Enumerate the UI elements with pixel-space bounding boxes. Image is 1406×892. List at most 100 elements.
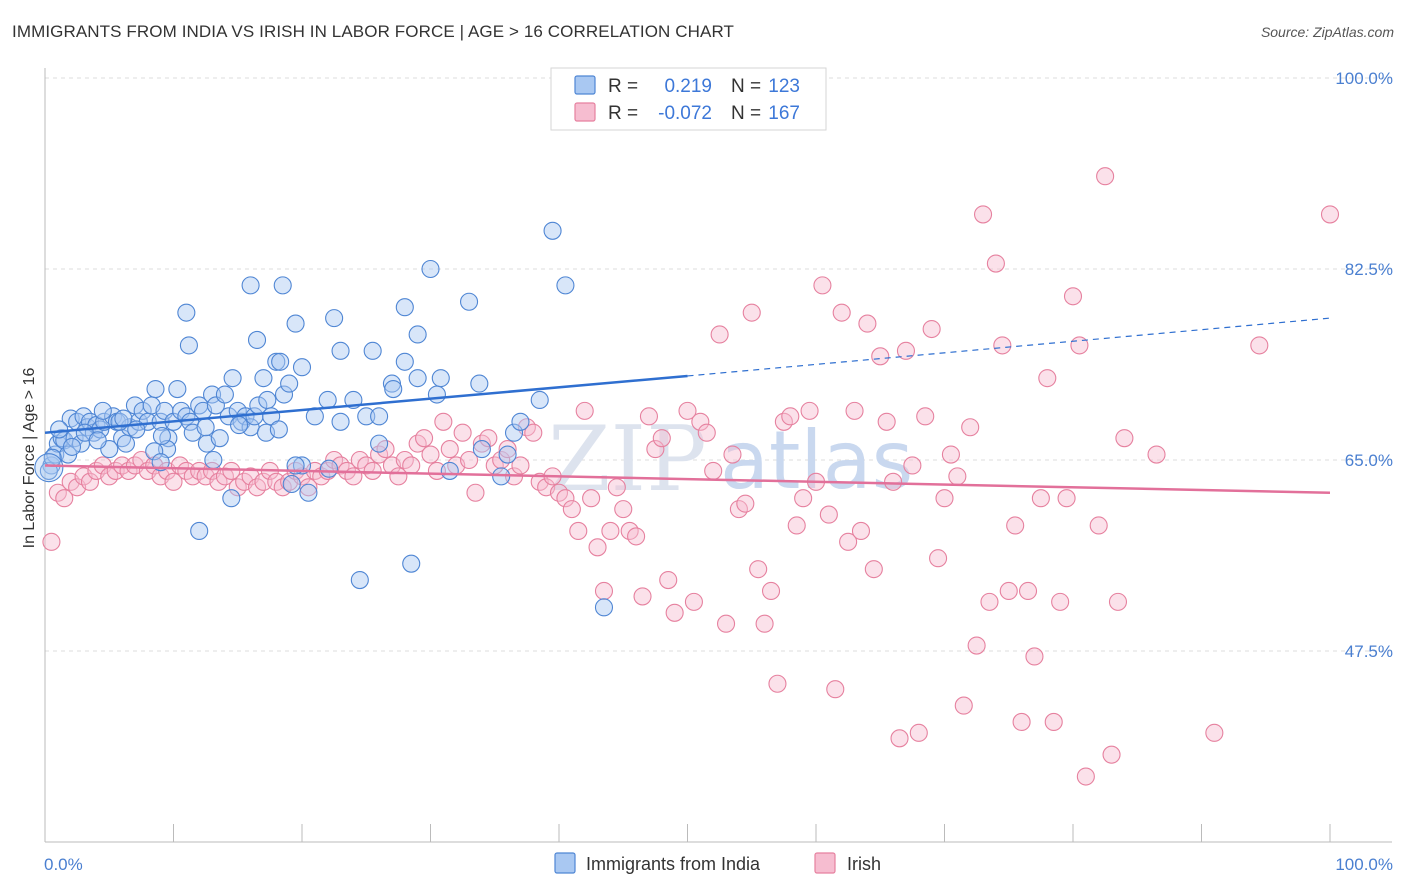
irish-point [582, 489, 601, 508]
irish-point [80, 472, 100, 491]
india-point [318, 390, 337, 410]
irish-point [511, 456, 530, 475]
irish-point [575, 401, 594, 420]
irish-point [1006, 516, 1025, 535]
irish-point [800, 401, 819, 420]
irish-point [1051, 592, 1070, 611]
trend-lines [44, 317, 1331, 494]
irish-point [479, 429, 498, 448]
india-point [472, 440, 491, 459]
irish-point [588, 538, 607, 557]
india-point [556, 276, 575, 295]
irish-point [858, 314, 877, 333]
india-point [269, 420, 288, 439]
irish-point [890, 729, 909, 748]
india-point [196, 418, 215, 437]
india-point [210, 429, 229, 448]
irish-point [453, 423, 472, 442]
legend-r-label-irish: R = [608, 103, 638, 124]
irish-point [633, 587, 652, 606]
irish-point [524, 423, 543, 442]
india-point [50, 420, 69, 439]
legend-swatch-india [574, 75, 596, 95]
legend-n-label-india: N = [731, 76, 761, 97]
india-point [325, 309, 344, 328]
irish-point [601, 521, 620, 540]
india-point [408, 325, 427, 344]
irish-point [935, 489, 954, 508]
legend-r-value-irish: -0.072 [658, 103, 712, 124]
india-point [62, 437, 82, 456]
irish-point [678, 401, 697, 420]
india-point [331, 412, 350, 431]
india-point [395, 298, 414, 317]
irish-point [851, 521, 871, 540]
bottom-legend-swatch-india [554, 852, 576, 874]
india-point [498, 445, 517, 464]
india-point [350, 571, 369, 590]
irish-point [402, 456, 421, 475]
india-series [34, 221, 614, 617]
y-axis-label: In Labor Force | Age > 16 [21, 368, 38, 549]
india-point [421, 259, 440, 279]
irish-point [999, 581, 1018, 601]
irish-point [1115, 429, 1134, 448]
india-point [543, 221, 562, 240]
india-point [271, 352, 290, 371]
irish-point [736, 494, 755, 513]
irish-point [665, 603, 684, 622]
irish-point [980, 592, 999, 611]
irish-point [832, 303, 851, 322]
irish-point [691, 412, 710, 431]
india-point [267, 352, 286, 371]
india-point [93, 401, 112, 420]
irish-point [813, 276, 832, 295]
india-point [280, 374, 299, 393]
india-point [274, 385, 294, 404]
irish-point [922, 319, 941, 339]
india-point [145, 442, 164, 461]
irish-point [421, 445, 440, 464]
series-legend: Immigrants from India Irish [554, 852, 881, 874]
india-point [151, 453, 170, 472]
india-point [504, 423, 524, 442]
irish-point [498, 440, 517, 459]
india-point [229, 416, 249, 435]
irish-point [961, 418, 980, 437]
irish-point [434, 412, 453, 431]
irish-point [819, 505, 838, 524]
irish-point [903, 456, 922, 475]
india-point [408, 369, 427, 388]
india-point [223, 369, 242, 388]
irish-point [948, 467, 967, 486]
irish-point [986, 254, 1005, 273]
india-point [241, 276, 260, 295]
irish-point [415, 429, 434, 448]
irish-point [1025, 647, 1044, 666]
india-trend-extension [687, 317, 1331, 377]
chart-title: IMMIGRANTS FROM INDIA VS IRISH IN LABOR … [12, 22, 734, 41]
irish-point [254, 472, 273, 491]
irish-point [716, 614, 736, 633]
india-point [292, 358, 312, 377]
india-point [215, 385, 234, 404]
india-point [530, 390, 549, 410]
x-tick-label: 0.0% [44, 855, 83, 874]
irish-point [1012, 712, 1031, 731]
irish-point [1044, 712, 1063, 731]
source-label: Source: ZipAtlas.com [1260, 24, 1394, 40]
irish-point [1076, 767, 1095, 786]
irish-point [1070, 336, 1089, 355]
india-point [370, 434, 389, 453]
irish-point [884, 472, 903, 491]
irish-point [42, 532, 61, 551]
irish-point [363, 461, 382, 480]
india-point [258, 390, 277, 410]
india-point [203, 385, 222, 404]
india-point [331, 341, 350, 360]
irish-point [627, 527, 646, 546]
india-point [431, 369, 450, 388]
irish-point [1147, 445, 1166, 464]
india-point [319, 459, 339, 478]
irish-point [697, 423, 716, 442]
